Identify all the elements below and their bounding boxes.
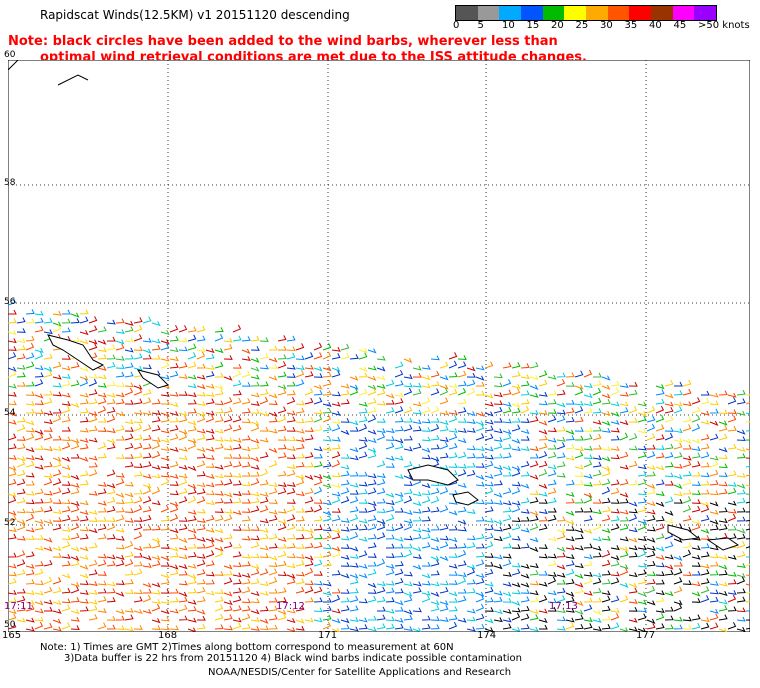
island-unalaska bbox=[47, 334, 105, 371]
footer-credit: NOAA/NESDIS/Center for Satellite Applica… bbox=[208, 667, 512, 678]
colorbar-label: 10 bbox=[502, 20, 515, 31]
lat-label-52: 52 bbox=[4, 518, 16, 528]
colorbar-label: 30 bbox=[600, 20, 613, 31]
wind-speed-colorbar bbox=[455, 5, 717, 21]
lon-label-171: 171 bbox=[318, 630, 338, 641]
lat-label-60: 60 bbox=[4, 50, 16, 60]
lon-label-165: 165 bbox=[2, 630, 22, 641]
wind-barbs bbox=[8, 298, 750, 632]
colorbar-label: 0 bbox=[453, 20, 460, 31]
colorbar-label: >50 knots bbox=[698, 20, 750, 31]
colorbar-label: 45 bbox=[673, 20, 687, 31]
coast-north bbox=[57, 74, 89, 86]
longitude-gridlines bbox=[167, 60, 647, 632]
map-title: Rapidscat Winds(12.5KM) v1 20151120 desc… bbox=[40, 8, 350, 22]
colorbar-swatch bbox=[542, 6, 565, 20]
colorbar-swatch bbox=[564, 6, 587, 20]
time-label-1: 17:11 bbox=[4, 601, 33, 612]
island-small bbox=[452, 491, 479, 506]
island-pribilof bbox=[407, 464, 459, 486]
colorbar-swatch bbox=[499, 6, 522, 20]
colorbar-swatch bbox=[456, 6, 478, 20]
colorbar-swatch bbox=[521, 6, 543, 20]
lon-label-174: 174 bbox=[477, 630, 497, 641]
colorbar-label: 25 bbox=[575, 20, 589, 31]
coastline bbox=[8, 60, 740, 551]
time-label-2: 17:12 bbox=[276, 601, 305, 612]
note-line-1: Note: black circles have been added to t… bbox=[8, 34, 558, 49]
island-east-2 bbox=[706, 537, 740, 551]
time-label-3: 17:13 bbox=[549, 601, 578, 612]
lat-label-58: 58 bbox=[4, 178, 16, 188]
colorbar-swatch bbox=[694, 6, 717, 20]
footer-note-1: Note: 1) Times are GMT 2)Times along bot… bbox=[40, 642, 454, 653]
footer-note-2: 3)Data buffer is 22 hrs from 20151120 4)… bbox=[64, 653, 522, 664]
lat-label-54: 54 bbox=[4, 408, 16, 418]
lon-label-168: 168 bbox=[158, 630, 178, 641]
colorbar-swatch bbox=[629, 6, 652, 20]
lat-label-56: 56 bbox=[4, 297, 16, 307]
colorbar-swatch bbox=[586, 6, 608, 20]
wind-map bbox=[8, 60, 750, 632]
lat-label-50: 50 bbox=[4, 620, 16, 630]
colorbar-swatch bbox=[651, 6, 673, 20]
colorbar-label: 15 bbox=[526, 20, 540, 31]
colorbar-label: 40 bbox=[649, 20, 662, 31]
colorbar-label: 5 bbox=[477, 20, 484, 31]
lon-label-177: 177 bbox=[636, 630, 656, 641]
colorbar-swatch bbox=[477, 6, 500, 20]
island-east bbox=[667, 524, 700, 541]
colorbar-swatch bbox=[672, 6, 695, 20]
colorbar-label: 20 bbox=[551, 20, 564, 31]
island-akun bbox=[136, 369, 169, 389]
coast-nw bbox=[8, 60, 19, 71]
colorbar-swatch bbox=[607, 6, 630, 20]
colorbar-label: 35 bbox=[624, 20, 638, 31]
